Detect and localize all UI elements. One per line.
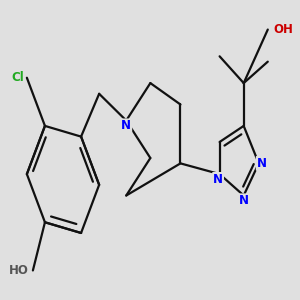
Text: N: N (213, 173, 223, 186)
Text: N: N (121, 119, 131, 132)
Text: Cl: Cl (11, 71, 24, 84)
Text: OH: OH (274, 23, 294, 36)
Text: N: N (239, 194, 249, 207)
Text: N: N (257, 157, 267, 170)
Text: HO: HO (8, 264, 28, 277)
